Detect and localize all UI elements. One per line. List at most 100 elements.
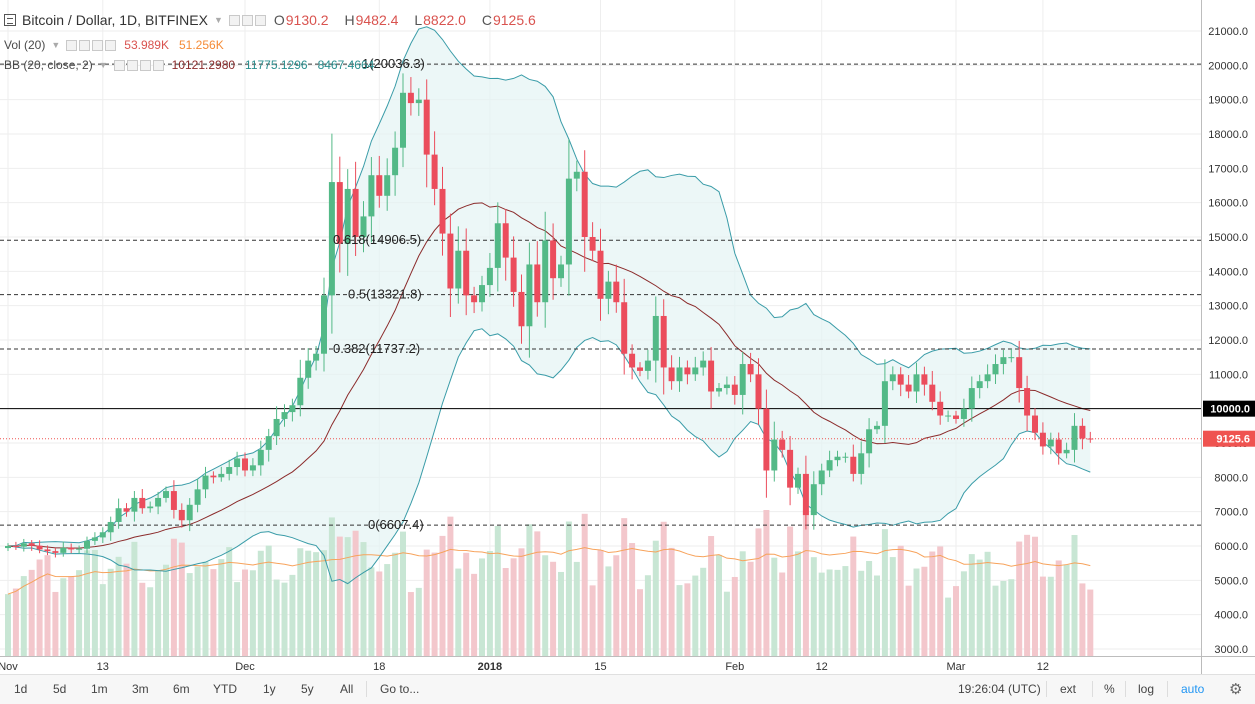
close-icon[interactable] bbox=[152, 59, 164, 71]
chart-title[interactable]: Bitcoin / Dollar, 1D, BITFINEX bbox=[22, 12, 208, 28]
volume-bar bbox=[953, 586, 959, 656]
candle-body bbox=[937, 401, 944, 416]
candle-body bbox=[731, 384, 738, 395]
volume-bar bbox=[968, 554, 975, 656]
candle-body bbox=[613, 281, 620, 303]
volume-bar bbox=[265, 545, 272, 656]
eye-icon[interactable] bbox=[113, 59, 125, 71]
ext-toggle[interactable]: ext bbox=[1060, 682, 1077, 696]
candle-body bbox=[400, 92, 406, 148]
candle-body bbox=[779, 439, 786, 450]
fib-level-label: 0.382(11737.2) bbox=[333, 341, 420, 356]
eye-icon[interactable] bbox=[228, 14, 240, 26]
clock-time: 19:26:04 (UTC) bbox=[958, 682, 1041, 696]
candle-body bbox=[629, 353, 636, 368]
bb-label[interactable]: BB (20, close, 2) bbox=[4, 58, 93, 72]
x-tick-label: 18 bbox=[373, 661, 385, 673]
x-tick-label: Nov bbox=[0, 661, 18, 673]
volume-bar bbox=[344, 537, 351, 656]
percent-toggle[interactable]: % bbox=[1104, 682, 1115, 696]
volume-bar bbox=[550, 561, 557, 656]
candle-body bbox=[84, 540, 90, 549]
ohlc-open-key: O bbox=[273, 12, 285, 28]
x-tick-label: 12 bbox=[1037, 661, 1049, 673]
candle-body bbox=[850, 456, 857, 474]
candle-body bbox=[1071, 425, 1078, 450]
range-button-5d[interactable]: 5d bbox=[53, 682, 67, 696]
fib-level-label: 0.618(14906.5) bbox=[333, 232, 421, 247]
range-button-ytd[interactable]: YTD bbox=[213, 682, 237, 696]
chart-area[interactable]: 1(20036.3) 0.618(14906.5) 0.5(13321.8) 0.38… bbox=[0, 0, 1255, 673]
toolbar-divider bbox=[366, 681, 367, 697]
settings-icon[interactable] bbox=[126, 59, 138, 71]
volume-bar bbox=[826, 569, 833, 656]
candle-body bbox=[1016, 357, 1023, 389]
volume-bar bbox=[1055, 560, 1062, 656]
volume-bar bbox=[874, 575, 880, 656]
more-icon[interactable] bbox=[254, 14, 266, 26]
candle-body bbox=[889, 374, 896, 382]
close-icon[interactable] bbox=[105, 39, 117, 51]
ohlc-values: O9130.2 H9482.4 L8822.0 C9125.6 bbox=[274, 12, 548, 28]
volume-bar bbox=[313, 552, 320, 656]
volume-bar bbox=[257, 550, 264, 656]
candle-body bbox=[700, 360, 707, 368]
candle-body bbox=[542, 240, 549, 303]
symbol-menu-icon[interactable] bbox=[4, 14, 16, 26]
volume-bar bbox=[68, 576, 75, 656]
eye-icon[interactable] bbox=[66, 39, 78, 51]
volume-bar bbox=[589, 585, 596, 656]
volume-bar bbox=[1079, 583, 1086, 656]
volume-bar bbox=[534, 531, 541, 656]
volume-bar bbox=[139, 582, 146, 656]
x-tick-label: 15 bbox=[594, 661, 606, 673]
volume-bar bbox=[945, 597, 952, 656]
goto-button[interactable]: Go to... bbox=[380, 682, 420, 696]
candle-body bbox=[28, 543, 35, 546]
volume-bar bbox=[763, 510, 770, 656]
y-tick-label: 8000.0 bbox=[1214, 472, 1248, 484]
candle-body bbox=[12, 546, 19, 547]
range-button-1m[interactable]: 1m bbox=[91, 682, 108, 696]
volume-bar bbox=[502, 568, 509, 656]
chevron-down-icon[interactable]: ▼ bbox=[98, 60, 108, 70]
log-toggle[interactable]: log bbox=[1138, 682, 1155, 696]
candle-body bbox=[739, 364, 746, 395]
more-icon[interactable] bbox=[139, 59, 151, 71]
more-icon[interactable] bbox=[92, 39, 104, 51]
range-button-3m[interactable]: 3m bbox=[132, 682, 149, 696]
volume-bar bbox=[1000, 580, 1007, 656]
volume-bar bbox=[107, 568, 114, 656]
range-button-1y[interactable]: 1y bbox=[263, 682, 276, 696]
volume-bar bbox=[368, 567, 375, 656]
volume-bar bbox=[202, 561, 209, 656]
candle-body bbox=[115, 508, 122, 522]
x-tick-label: Dec bbox=[235, 661, 255, 673]
volume-legend: Vol (20) ▼ 53.989K 51.256K bbox=[4, 38, 234, 52]
settings-icon[interactable] bbox=[79, 39, 91, 51]
range-button-5y[interactable]: 5y bbox=[301, 682, 314, 696]
candle-body bbox=[652, 315, 659, 361]
volume-bar bbox=[716, 554, 722, 656]
chevron-down-icon[interactable]: ▼ bbox=[213, 15, 223, 25]
auto-toggle[interactable]: auto bbox=[1181, 682, 1205, 696]
volume-bar bbox=[376, 571, 383, 656]
candle-body bbox=[407, 92, 414, 104]
candle-body bbox=[597, 250, 604, 299]
volume-bar bbox=[76, 570, 83, 656]
volume-bar bbox=[937, 546, 944, 656]
range-button-all[interactable]: All bbox=[340, 682, 354, 696]
volume-bar bbox=[170, 538, 177, 656]
bottom-toolbar: 1d 5d 1m 3m 6m YTD 1y 5y All Go to... 19… bbox=[0, 674, 1255, 704]
volume-label[interactable]: Vol (20) bbox=[4, 38, 46, 52]
volume-bar bbox=[186, 573, 193, 656]
candle-body bbox=[170, 491, 177, 510]
settings-icon[interactable] bbox=[241, 14, 253, 26]
range-button-6m[interactable]: 6m bbox=[173, 682, 190, 696]
gear-icon[interactable]: ⚙ bbox=[1229, 681, 1243, 698]
candle-body bbox=[1032, 415, 1038, 433]
volume-bar bbox=[573, 561, 580, 656]
chevron-down-icon[interactable]: ▼ bbox=[51, 40, 61, 50]
range-button-1d[interactable]: 1d bbox=[14, 682, 28, 696]
candle-body bbox=[874, 425, 880, 430]
